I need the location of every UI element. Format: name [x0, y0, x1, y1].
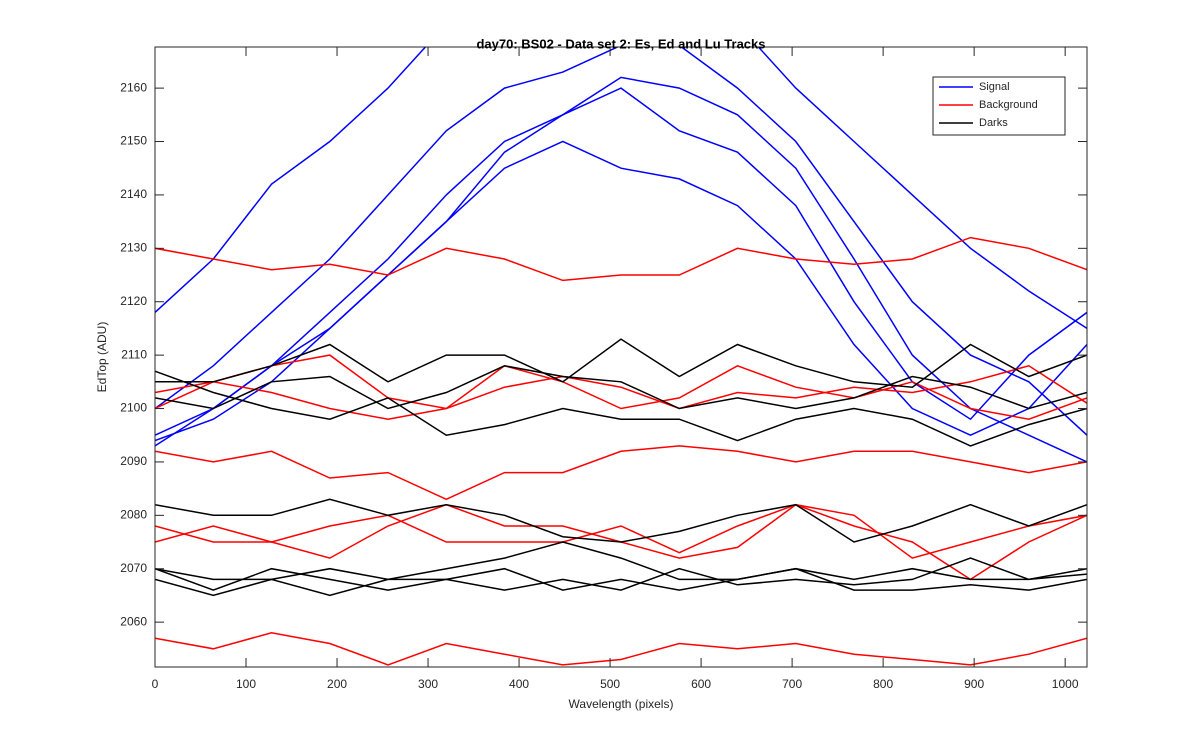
x-tick-label: 1000 — [1052, 677, 1079, 691]
series-line — [155, 498, 1087, 543]
y-tick-label: 2150 — [120, 134, 147, 148]
y-tick-label: 2140 — [120, 187, 147, 201]
legend-label: Signal — [979, 81, 1010, 93]
series-line — [155, 503, 1087, 581]
legend-label: Darks — [979, 117, 1008, 129]
x-tick-label: 300 — [418, 677, 438, 691]
x-tick-label: 500 — [600, 677, 620, 691]
legend-label: Background — [979, 99, 1038, 111]
plot-area — [155, 47, 1087, 667]
x-tick-label: 100 — [236, 677, 256, 691]
y-tick-label: 2130 — [120, 240, 147, 254]
x-tick-label: 200 — [327, 677, 347, 691]
series-line — [155, 47, 1087, 330]
y-tick-label: 2120 — [120, 294, 147, 308]
y-tick-label: 2060 — [120, 614, 147, 628]
series-line — [155, 47, 1087, 436]
chart-title: day70: BS02 - Data set 2: Es, Ed and Lu … — [476, 36, 765, 51]
series-line — [155, 354, 1087, 420]
series-line — [155, 632, 1087, 666]
series-line — [155, 140, 1087, 442]
ticks: 0 100 200 300 400 500 600 700 800 900 1000 2060 2070… — [120, 47, 1087, 691]
x-tick-label: 0 — [152, 677, 159, 691]
series-line — [155, 338, 1087, 388]
y-tick-label: 2110 — [121, 347, 147, 361]
series-line — [155, 567, 1087, 591]
x-tick-label: 900 — [964, 677, 984, 691]
series-line — [155, 557, 1087, 597]
y-tick-label: 2070 — [120, 561, 147, 575]
series-line — [155, 364, 1087, 420]
axes-box — [154, 46, 1088, 668]
series-line — [155, 87, 1087, 447]
x-tick-label: 600 — [691, 677, 711, 691]
x-tick-label: 400 — [509, 677, 529, 691]
y-tick-label: 2080 — [120, 508, 147, 522]
series-line — [155, 236, 1087, 282]
series-line — [155, 370, 1087, 447]
lines — [155, 47, 1087, 666]
legend: Signal Background Darks — [932, 76, 1066, 136]
y-tick-label: 2100 — [120, 401, 147, 415]
x-axis-label: Wavelength (pixels) — [569, 697, 674, 711]
x-tick-label: 800 — [873, 677, 893, 691]
series-line — [155, 365, 1087, 410]
y-tick-label: 2160 — [120, 80, 147, 94]
x-tick-label: 700 — [782, 677, 802, 691]
y-axis-label: EdTop (ADU) — [95, 322, 109, 393]
y-tick-label: 2090 — [120, 454, 147, 468]
series-line — [155, 445, 1087, 501]
